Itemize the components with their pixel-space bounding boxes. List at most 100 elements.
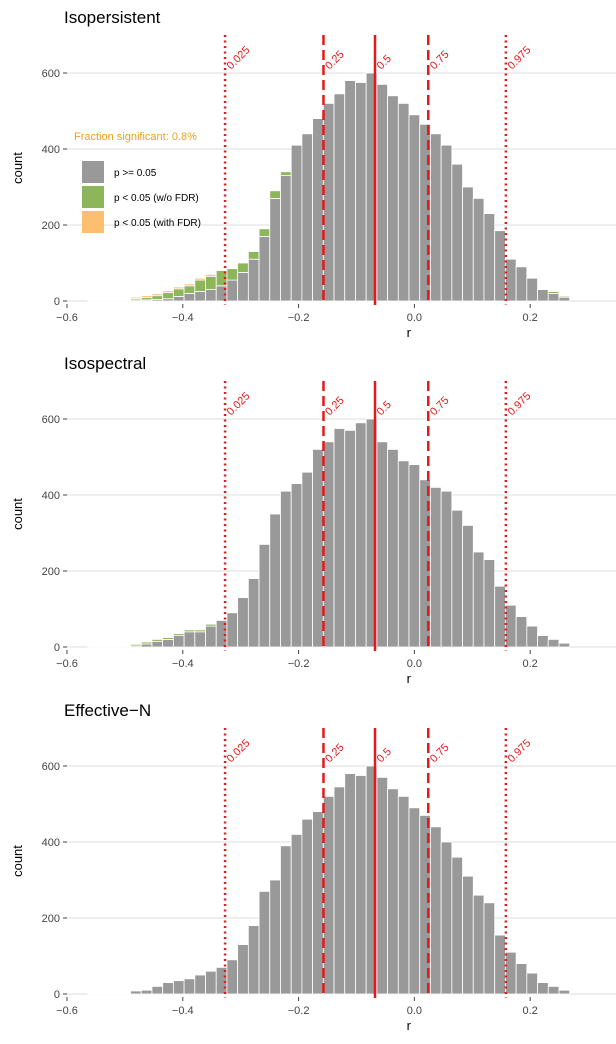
y-tick-label: 400 bbox=[42, 837, 60, 849]
histogram-bar bbox=[397, 103, 410, 302]
quantile-label: 0.25 bbox=[323, 741, 347, 765]
y-tick-label: 0 bbox=[54, 642, 60, 654]
y-axis-label: count bbox=[10, 845, 25, 877]
histogram-bar bbox=[269, 197, 281, 302]
histogram-bar bbox=[537, 635, 549, 648]
histogram-bar bbox=[526, 277, 538, 302]
histogram-bar bbox=[172, 288, 185, 297]
histogram-bar bbox=[162, 638, 174, 648]
histogram-bar bbox=[247, 251, 260, 260]
histogram-bar bbox=[462, 186, 474, 302]
y-axis-label: count bbox=[10, 152, 25, 184]
histogram-bar bbox=[87, 992, 99, 995]
histogram-bar bbox=[494, 934, 506, 995]
histogram-bar bbox=[344, 80, 356, 302]
histogram-bar bbox=[226, 268, 239, 281]
histogram-bar bbox=[397, 460, 410, 648]
histogram-bar bbox=[322, 441, 335, 648]
y-tick-label: 400 bbox=[42, 490, 60, 502]
histogram-bar bbox=[333, 93, 346, 302]
histogram-bar bbox=[301, 471, 314, 648]
histogram-bar bbox=[397, 796, 410, 995]
histogram-bar bbox=[172, 635, 185, 648]
histogram-bar bbox=[547, 291, 560, 294]
histogram-bar bbox=[172, 633, 185, 637]
histogram-bar bbox=[430, 826, 442, 995]
histogram-bar bbox=[290, 144, 303, 302]
histogram-bar bbox=[172, 980, 185, 995]
histogram-bar bbox=[355, 775, 367, 995]
quantile-label: 0.25 bbox=[323, 48, 347, 72]
histogram-bar bbox=[151, 295, 164, 300]
histogram-bar bbox=[205, 623, 217, 627]
histogram-bar bbox=[140, 643, 153, 648]
x-tick-label: 0.0 bbox=[407, 658, 422, 670]
y-axis-label: count bbox=[10, 498, 25, 530]
histogram-bar bbox=[387, 449, 399, 648]
histogram-bar bbox=[183, 292, 196, 302]
histogram-bar bbox=[98, 299, 110, 302]
histogram-bar bbox=[355, 82, 367, 302]
histogram-bar bbox=[258, 543, 271, 648]
histogram-bar bbox=[483, 213, 496, 302]
histogram-bar bbox=[280, 171, 292, 177]
histogram-bar bbox=[408, 464, 421, 648]
histogram-bar bbox=[108, 645, 121, 648]
histogram-bar bbox=[312, 118, 324, 302]
histogram-bar bbox=[451, 509, 463, 648]
histogram-bar bbox=[408, 114, 421, 302]
legend-key bbox=[82, 211, 104, 233]
quantile-label: 0.025 bbox=[225, 390, 253, 418]
y-tick-label: 0 bbox=[54, 989, 60, 1001]
histogram-bar bbox=[472, 894, 485, 995]
histogram-bar bbox=[258, 235, 271, 302]
histogram-bar bbox=[419, 123, 431, 302]
histogram-bar bbox=[172, 286, 185, 290]
histogram-bar bbox=[494, 230, 506, 302]
histogram-bar bbox=[322, 103, 335, 302]
histogram-bar bbox=[247, 578, 260, 648]
histogram-bar bbox=[151, 638, 164, 642]
quantile-label: 0.5 bbox=[375, 53, 394, 72]
histogram-bar bbox=[558, 295, 571, 298]
histogram-bar bbox=[430, 133, 442, 302]
histogram-bar bbox=[194, 279, 206, 292]
histogram-bar bbox=[183, 631, 196, 648]
histogram-bar bbox=[376, 441, 388, 648]
histogram-bar bbox=[140, 295, 153, 298]
y-tick-label: 200 bbox=[42, 913, 60, 925]
histogram-bar bbox=[237, 944, 249, 995]
histogram-bar bbox=[205, 289, 217, 302]
quantile-label: 0.975 bbox=[505, 390, 533, 418]
histogram-bar bbox=[376, 777, 388, 995]
quantile-label: 0.025 bbox=[225, 44, 253, 72]
histogram-bar bbox=[247, 925, 260, 995]
histogram-bar bbox=[130, 296, 142, 299]
x-tick-label: 0.2 bbox=[523, 312, 538, 324]
histogram-bar bbox=[547, 985, 560, 995]
histogram-bar bbox=[258, 890, 271, 995]
x-tick-label: −0.4 bbox=[172, 1005, 194, 1017]
histogram-bar bbox=[387, 95, 399, 302]
histogram-bar bbox=[98, 992, 110, 995]
x-tick-label: 0.2 bbox=[523, 1005, 538, 1017]
histogram-bar bbox=[162, 290, 174, 294]
y-tick-label: 600 bbox=[42, 761, 60, 773]
histogram-bar bbox=[280, 175, 292, 302]
histogram-bar bbox=[537, 289, 549, 302]
legend-label: p < 0.05 (with FDR) bbox=[114, 218, 201, 229]
histogram-bar bbox=[280, 845, 292, 995]
quantile-label: 0.75 bbox=[428, 48, 452, 72]
legend-key bbox=[82, 161, 104, 183]
histogram-bar bbox=[301, 133, 314, 302]
histogram-bar bbox=[194, 277, 206, 281]
fraction-significant-annotation: Fraction significant: 0.8% bbox=[74, 131, 197, 143]
histogram-bar bbox=[87, 299, 99, 302]
histogram-bar bbox=[333, 786, 346, 995]
histogram-bar bbox=[290, 483, 303, 648]
y-tick-label: 600 bbox=[42, 414, 60, 426]
histogram-bar bbox=[558, 296, 571, 302]
quantile-label: 0.25 bbox=[323, 394, 347, 418]
histogram-bar bbox=[237, 272, 249, 302]
histogram-chart: 0 200 400 600 −0.6 −0.4 −0.2 0.0 0.2 r count 0.025 0… bbox=[10, 35, 616, 340]
